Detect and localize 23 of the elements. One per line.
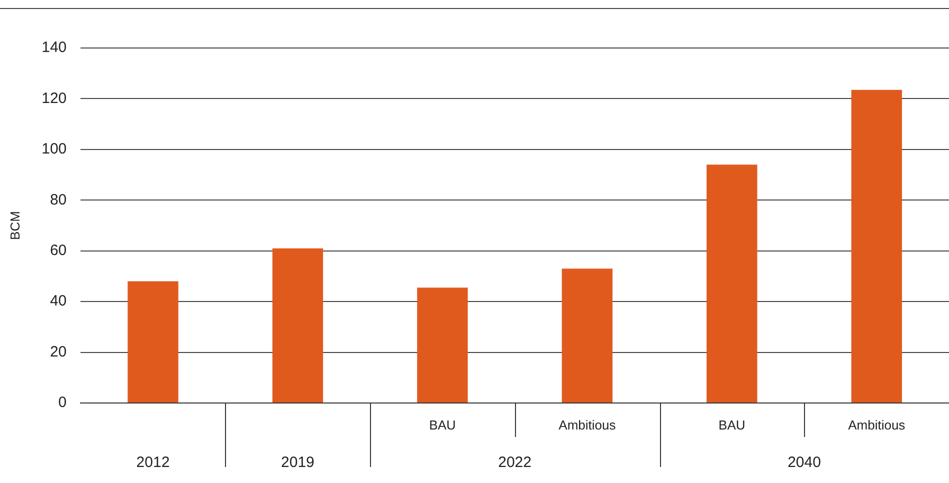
y-tick-label: 20	[50, 343, 67, 360]
text: 2040	[788, 454, 821, 472]
y-tick-label: 60	[50, 242, 67, 259]
y-tick-label: 80	[50, 191, 67, 208]
text: 2012	[136, 454, 170, 472]
x-tick-label: BAU	[718, 418, 746, 433]
y-tick-label: 40	[50, 292, 67, 310]
x-tick-label: Ambitious	[558, 418, 616, 433]
y-tick-label: 0	[58, 394, 67, 412]
y-tick-label: 120	[42, 90, 67, 107]
y-axis-title: BCM	[7, 211, 22, 240]
bar	[417, 288, 468, 402]
bar	[128, 281, 178, 402]
bar	[562, 268, 613, 402]
text: 2022	[498, 454, 532, 472]
y-tick-label: 140	[42, 39, 67, 56]
text: 2019	[281, 454, 314, 472]
bar	[851, 90, 902, 402]
x-tick-label: BAU	[429, 418, 456, 433]
x-tick-label: Ambitious	[848, 418, 906, 433]
y-tick-label: 100	[42, 140, 67, 158]
bar	[272, 248, 324, 402]
bar	[706, 164, 758, 402]
